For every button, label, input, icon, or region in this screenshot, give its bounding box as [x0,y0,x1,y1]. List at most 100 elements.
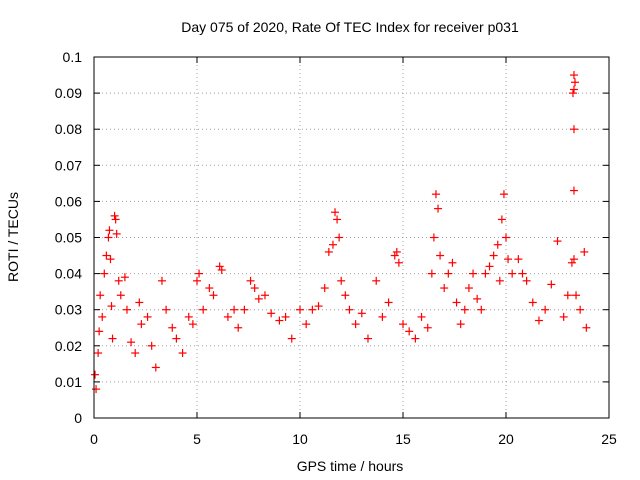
data-point [423,323,432,332]
data-point [427,269,436,278]
data-point [215,262,224,271]
data-point [559,312,568,321]
data-point [499,190,508,199]
y-tick-label: 0.01 [55,374,82,390]
data-point [429,233,438,242]
y-tick-label: 0.07 [55,157,82,173]
data-point [195,269,204,278]
data-point [131,349,140,358]
data-point [553,237,562,246]
data-point [162,305,171,314]
data-point [209,291,218,300]
data-point [333,215,342,224]
data-point [151,363,160,372]
data-point [230,305,239,314]
data-point [363,334,372,343]
data-point [567,258,576,267]
data-point [110,211,119,220]
data-point [324,247,333,256]
data-point [572,291,581,300]
data-point [193,276,201,285]
ticks: 0 0.01 0.02 0.03 0.04 0.05 0.06 0.07 0.08 0.09 0.1… [55,49,617,447]
data-point [448,258,457,267]
data-point [135,298,144,307]
x-axis-label: GPS time / hours [297,458,404,474]
y-tick-label: 0.1 [63,49,83,65]
y-axis-label: ROTI / TECUs [5,192,21,282]
chart-title: Day 075 of 2020, Rate Of TEC Index for r… [181,19,519,35]
data-point [105,226,114,235]
data-point [569,125,578,134]
y-tick-label: 0 [74,410,82,426]
data-point [254,294,263,303]
data-point [569,186,578,195]
data-point [580,247,589,256]
x-tick-label: 10 [292,431,308,447]
data-point [497,215,506,224]
data-point [102,251,111,260]
data-point [434,204,443,213]
data-point [504,255,513,264]
data-point [351,320,360,329]
data-point [94,349,103,358]
data-point [240,305,249,314]
data-point [98,312,107,321]
data-point [378,312,387,321]
data-point [275,316,284,325]
data-point [392,247,401,256]
x-tick-label: 25 [601,431,617,447]
data-point [569,71,578,80]
x-tick-label: 15 [395,431,411,447]
data-point [489,251,498,260]
data-point [460,305,469,314]
data-point [281,312,290,321]
data-point [331,208,340,217]
data-point [335,233,344,242]
data-point [495,276,504,285]
data-point [267,309,276,318]
data-point [106,255,115,264]
data-point [464,284,473,293]
data-point [287,334,296,343]
data-point [384,298,393,307]
data-point [431,190,440,199]
data-point [199,305,208,314]
x-tick-label: 20 [498,431,514,447]
data-point [320,284,329,293]
data-point [95,327,104,336]
data-point [112,229,121,238]
data-point [477,305,486,314]
data-point [440,284,449,293]
data-point [116,291,125,300]
data-point [104,233,113,242]
data-point [341,291,350,300]
data-point [120,273,129,282]
data-point [143,312,152,321]
data-point [528,298,537,307]
data-point [296,305,304,314]
data-point [137,320,146,329]
data-point [157,276,166,285]
data-point [246,276,255,285]
data-point [184,312,193,321]
data-point [417,312,426,321]
data-point [302,320,311,329]
data-point [394,258,403,267]
data-point [328,240,337,249]
data-point [178,349,187,358]
data-point [481,269,490,278]
data-point [92,385,101,394]
data-point [405,327,414,336]
data-point [541,305,550,314]
data-point [337,276,346,285]
data-point [485,262,494,271]
data-point [127,338,136,347]
data-point [188,320,197,329]
x-tick-label: 0 [90,431,98,447]
data-point [96,291,105,300]
y-tick-label: 0.09 [55,85,82,101]
data-point [168,323,177,332]
data-point [469,269,478,278]
